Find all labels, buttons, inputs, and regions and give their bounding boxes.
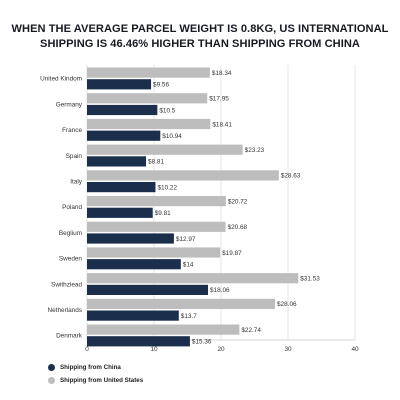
data-label-china-1: $10.5 <box>159 107 175 114</box>
data-label-us-1: $17.95 <box>209 96 229 103</box>
x-tick-label-1: 10 <box>150 346 158 353</box>
data-label-us-4: $28.63 <box>281 173 301 180</box>
bar-us-4 <box>87 170 279 181</box>
data-label-us-3: $23.23 <box>245 147 265 154</box>
legend-item-china: Shipping from China <box>48 363 143 372</box>
data-label-china-2: $10.94 <box>162 133 182 140</box>
category-label-8: Swithzlead <box>51 281 82 288</box>
data-label-us-7: $19.87 <box>222 250 242 257</box>
bar-china-1 <box>87 104 158 116</box>
category-label-0: United Kindom <box>40 76 82 83</box>
chart-title-line-2: SHIPPING IS 46.46% HIGHER THAN SHIPPING … <box>40 38 360 50</box>
data-label-china-6: $12.97 <box>176 236 196 243</box>
bar-us-9 <box>87 298 276 309</box>
category-label-9: Netherlands <box>48 307 82 314</box>
chart-title: WHEN THE AVERAGE PARCEL WEIGHT IS 0.8KG,… <box>10 22 390 52</box>
category-label-6: Beglium <box>59 230 82 237</box>
category-label-5: Poland <box>62 204 82 211</box>
bar-us-6 <box>87 221 226 232</box>
data-label-us-8: $31.53 <box>300 276 320 283</box>
bar-china-10 <box>87 336 190 347</box>
legend: Shipping from China Shipping from United… <box>48 363 143 389</box>
data-label-china-5: $9.81 <box>155 210 171 217</box>
bar-us-0 <box>87 67 210 78</box>
category-label-7: Sweden <box>59 256 83 263</box>
x-tick-label-0: 0 <box>85 346 89 353</box>
legend-swatch-us <box>48 377 55 384</box>
data-label-china-7: $14 <box>183 262 194 269</box>
legend-label-china: Shipping from China <box>60 364 121 371</box>
bar-china-6 <box>87 233 174 244</box>
bar-china-4 <box>87 182 156 193</box>
category-label-10: Denmark <box>56 333 83 340</box>
bar-china-8 <box>87 284 209 295</box>
data-label-china-0: $9.56 <box>153 82 169 89</box>
bar-us-10 <box>87 324 240 335</box>
legend-item-us: Shipping from United States <box>48 376 143 385</box>
bar-china-9 <box>87 310 179 321</box>
x-tick-label-4: 40 <box>351 346 359 353</box>
bar-china-5 <box>87 207 153 218</box>
category-label-1: Germany <box>56 101 83 108</box>
data-label-china-4: $10.22 <box>157 184 177 191</box>
data-label-china-8: $18.06 <box>210 287 230 294</box>
bar-us-3 <box>87 144 243 155</box>
bar-us-1 <box>87 93 208 104</box>
data-label-us-2: $18.41 <box>212 121 232 128</box>
data-label-us-5: $20.72 <box>228 198 248 205</box>
bar-us-5 <box>87 196 226 207</box>
data-label-us-0: $18.34 <box>212 70 232 77</box>
category-label-4: Italy <box>70 178 83 185</box>
bar-us-2 <box>87 118 211 130</box>
category-label-2: France <box>62 127 82 134</box>
bar-china-0 <box>87 79 152 90</box>
chart-title-line-1: WHEN THE AVERAGE PARCEL WEIGHT IS 0.8KG,… <box>11 23 389 35</box>
data-label-us-10: $22.74 <box>241 327 261 334</box>
data-label-us-6: $20.68 <box>228 224 248 231</box>
x-tick-label-2: 20 <box>217 346 225 353</box>
bar-china-7 <box>87 259 181 270</box>
bar-us-7 <box>87 247 221 258</box>
data-label-china-9: $13.7 <box>181 313 197 320</box>
data-label-us-9: $28.06 <box>277 301 297 308</box>
bar-china-2 <box>87 130 161 141</box>
data-label-china-10: $15.36 <box>192 339 212 346</box>
x-tick-label-3: 30 <box>284 346 292 353</box>
legend-swatch-china <box>48 364 55 371</box>
bar-us-8 <box>87 273 299 284</box>
bar-china-3 <box>87 156 147 167</box>
legend-label-us: Shipping from United States <box>60 377 144 384</box>
category-label-3: Spain <box>66 153 83 160</box>
data-label-china-3: $8.81 <box>148 159 164 166</box>
